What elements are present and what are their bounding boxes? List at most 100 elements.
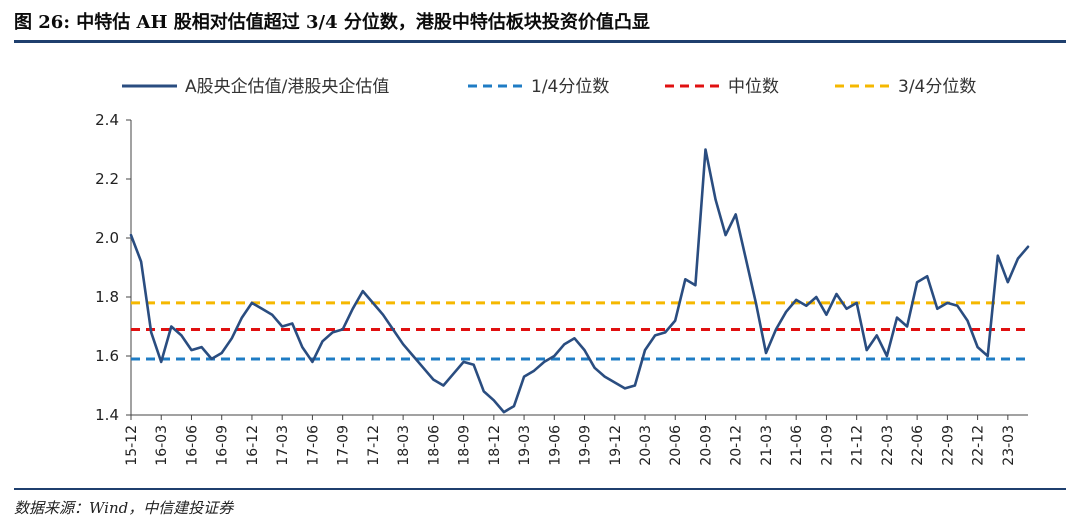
data-point — [553, 355, 556, 357]
data-point — [996, 254, 999, 257]
y-tick-label: 2.2 — [95, 170, 119, 188]
data-point — [503, 411, 505, 413]
data-point — [734, 213, 737, 216]
data-point — [382, 313, 384, 316]
legend-label: 1/4分位数 — [531, 77, 609, 97]
data-point — [533, 369, 536, 372]
data-point — [1006, 281, 1009, 284]
data-point — [664, 331, 667, 334]
data-point — [240, 316, 243, 319]
data-point — [1027, 245, 1029, 248]
legend-label: 中位数 — [728, 77, 779, 97]
data-point — [865, 349, 868, 351]
data-point — [986, 355, 989, 357]
x-tick-label: 18-06 — [426, 425, 442, 466]
data-point — [301, 346, 304, 349]
x-tick-label: 19-09 — [578, 425, 594, 466]
x-tick-label: 21-03 — [759, 425, 775, 466]
x-tick-label: 16-09 — [215, 425, 231, 466]
x-tick-label: 19-06 — [547, 425, 563, 466]
y-tick-label: 2.4 — [95, 111, 119, 129]
x-tick-label: 22-03 — [880, 425, 896, 466]
data-point — [351, 307, 354, 310]
x-tick-label: 22-12 — [971, 425, 987, 466]
x-tick-label: 16-06 — [184, 425, 200, 466]
footer-rule — [14, 488, 1066, 490]
data-point — [714, 198, 717, 201]
y-tick-label: 1.4 — [95, 406, 119, 424]
data-point — [482, 390, 485, 393]
data-point — [785, 310, 788, 313]
data-point — [452, 372, 455, 375]
data-point — [815, 296, 818, 298]
data-point — [281, 325, 284, 328]
x-tick-label: 16-03 — [154, 425, 170, 466]
data-point — [684, 278, 687, 281]
data-point — [694, 284, 697, 287]
x-tick-label: 23-03 — [1001, 425, 1017, 466]
data-point — [402, 343, 405, 346]
x-tick-label: 20-09 — [698, 425, 714, 466]
x-tick-label: 16-12 — [245, 425, 261, 466]
x-tick-label: 20-03 — [638, 425, 654, 466]
data-point — [130, 234, 132, 236]
data-point — [744, 257, 747, 260]
x-tick-label: 21-09 — [819, 425, 835, 466]
data-point — [331, 331, 334, 334]
line-chart: 1.4 1.6 1.8 2.0 2.2 2.4 15-12 16-03 16-06 16-09 16… — [95, 77, 1030, 466]
data-point — [291, 322, 294, 325]
data-point — [200, 346, 203, 349]
data-point — [613, 381, 616, 384]
x-tick-label: 17-09 — [336, 425, 352, 466]
data-point — [946, 302, 949, 304]
x-tick-label: 19-12 — [608, 425, 624, 466]
data-point — [885, 355, 888, 357]
data-point — [754, 302, 757, 304]
data-point — [341, 328, 344, 331]
data-point — [190, 349, 193, 351]
data-point — [936, 307, 939, 310]
data-point — [573, 337, 576, 340]
data-point — [140, 260, 142, 263]
data-point — [603, 375, 606, 378]
legend-label: A股央企估值/港股央企估值 — [185, 77, 389, 97]
data-point — [855, 302, 858, 304]
x-tick-label: 20-12 — [729, 425, 745, 466]
x-tick-label: 21-12 — [850, 425, 866, 466]
data-point — [271, 313, 274, 316]
data-point — [704, 148, 707, 151]
data-point — [926, 275, 929, 278]
x-tick-label: 22-09 — [940, 425, 956, 466]
data-point — [875, 334, 878, 337]
x-tick-label: 17-06 — [305, 425, 321, 466]
data-point — [462, 361, 465, 363]
data-point — [966, 319, 969, 322]
data-point — [634, 384, 636, 387]
data-point — [654, 334, 656, 337]
data-point — [896, 316, 898, 319]
y-tick-label: 1.6 — [95, 347, 119, 365]
data-point — [361, 290, 364, 292]
data-point — [472, 363, 475, 366]
source-note: 数据来源：Wind，中信建投证券 — [14, 499, 234, 517]
x-tick-label: 18-09 — [457, 425, 473, 466]
data-point — [563, 343, 566, 346]
data-point — [674, 319, 677, 322]
data-point — [593, 366, 596, 369]
data-point — [371, 302, 374, 304]
data-point — [513, 405, 515, 408]
data-point — [825, 313, 828, 316]
data-point — [795, 299, 798, 301]
data-point — [230, 337, 233, 340]
x-tick-label: 18-03 — [396, 425, 412, 466]
title-rule — [14, 40, 1066, 43]
x-tick-label: 15-12 — [124, 425, 140, 466]
data-point — [623, 387, 626, 390]
figure-title: 图 26: 中特估 AH 股相对估值超过 3/4 分位数，港股中特估板块投资价值… — [14, 12, 650, 33]
data-point — [170, 325, 173, 328]
data-point — [251, 302, 253, 304]
data-point — [442, 384, 445, 387]
data-point — [492, 399, 495, 402]
data-point — [422, 366, 425, 369]
data-point — [644, 349, 646, 351]
